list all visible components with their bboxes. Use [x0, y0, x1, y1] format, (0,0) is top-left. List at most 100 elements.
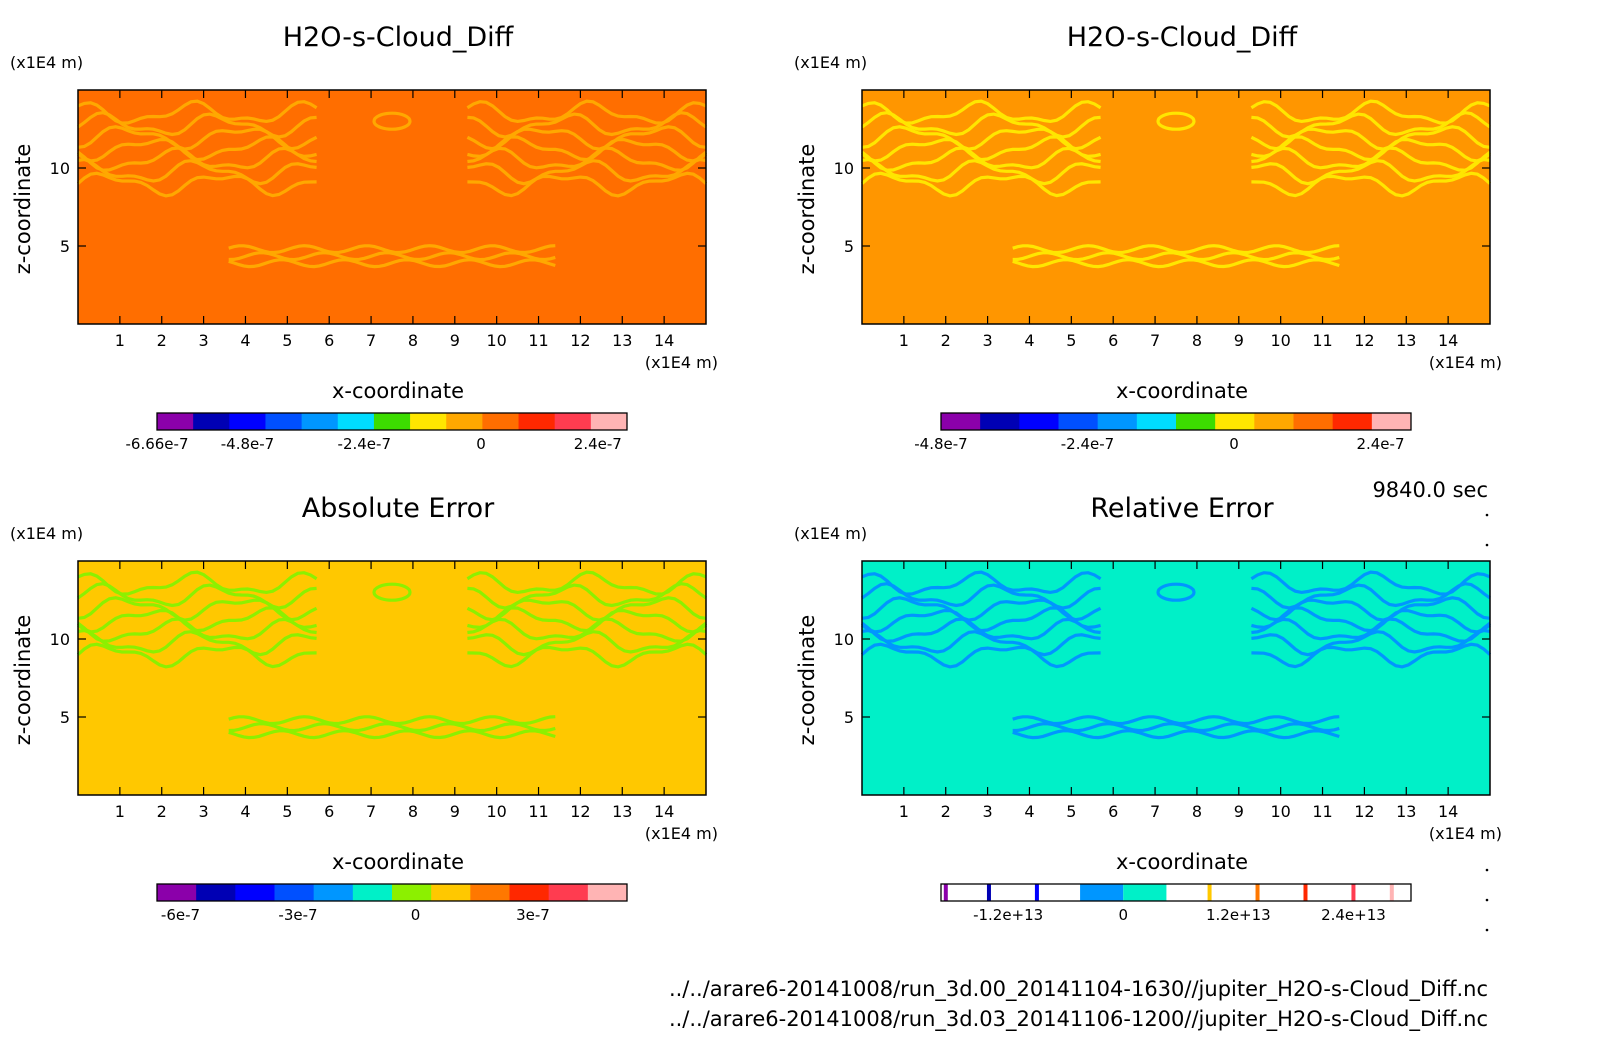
- colorbar-tick-label: -4.8e-7: [221, 435, 274, 453]
- x-tick-label: 8: [1192, 331, 1202, 350]
- x-tick-label: 12: [1354, 331, 1374, 350]
- colorbar-segment: [587, 884, 628, 901]
- colorbar-tick-label: 2.4e-7: [574, 435, 622, 453]
- colorbar-segment: [229, 413, 266, 430]
- y-axis-label: z-coordinate: [11, 615, 35, 746]
- x-unit-label: (x1E4 m): [645, 353, 718, 372]
- pattern-stroke-right: [1250, 99, 1491, 125]
- x-tick-label: 8: [408, 802, 418, 821]
- x-tick-label: 14: [654, 331, 674, 350]
- field-pattern: [76, 99, 708, 269]
- y-unit-label: (x1E4 m): [10, 524, 83, 543]
- colorbar-tick-label: 0: [476, 435, 486, 453]
- colorbar-frame: [940, 412, 1412, 431]
- pattern-blob: [372, 582, 412, 602]
- y-tick-label: 10: [50, 159, 70, 178]
- colorbar-segment: [941, 413, 981, 430]
- colorbar-segment: [265, 413, 303, 430]
- pattern-stroke-left: [860, 642, 1101, 669]
- pattern-stroke-right: [1250, 125, 1491, 151]
- x-tick-label: 7: [1150, 331, 1160, 350]
- colorbar-tick-label: 0: [1229, 435, 1239, 453]
- pattern-stroke-left: [861, 125, 1102, 151]
- colorbar-frame: [156, 883, 628, 902]
- pattern-stroke-right: [1250, 570, 1491, 596]
- colorbar-segment: [352, 884, 393, 901]
- x-axis-label: x-coordinate: [1116, 850, 1248, 874]
- y-unit-label: (x1E4 m): [794, 53, 867, 72]
- colorbar-frame: [940, 883, 1412, 902]
- x-tick-label: 1: [899, 331, 909, 350]
- x-tick-label: 12: [570, 802, 590, 821]
- y-tick-label: 5: [844, 237, 854, 256]
- colorbar-line: [1207, 884, 1212, 901]
- colorbar-segment: [1215, 413, 1255, 430]
- colorbar-tick-label: -2.4e-7: [1061, 435, 1114, 453]
- plot-frame: [77, 560, 707, 796]
- colorbar-segment: [1136, 413, 1177, 430]
- field-pattern: [76, 570, 708, 740]
- colorbar-segment: [235, 884, 275, 901]
- margin-dot: [1485, 513, 1489, 517]
- x-tick-label: 6: [1108, 331, 1118, 350]
- colorbar-segment: [196, 884, 236, 901]
- colorbar-segment: [1332, 413, 1373, 430]
- colorbar-tick-label: -4.8e-7: [914, 435, 967, 453]
- panel-title: Absolute Error: [302, 493, 495, 524]
- y-tick-label: 10: [50, 630, 70, 649]
- colorbar-segment: [1176, 413, 1216, 430]
- colorbar-line: [1303, 884, 1308, 901]
- colorbar-segment: [274, 884, 315, 901]
- pattern-stroke-left: [77, 596, 318, 622]
- colorbar-segment: [470, 884, 510, 901]
- colorbar-tick-label: -2.4e-7: [338, 435, 391, 453]
- panel-title: Relative Error: [1090, 493, 1274, 524]
- x-tick-label: 7: [366, 331, 376, 350]
- x-tick-label: 10: [486, 331, 506, 350]
- colorbar-frame: [156, 412, 628, 431]
- x-axis-label: x-coordinate: [1116, 379, 1248, 403]
- x-tick-label: 3: [983, 331, 993, 350]
- x-tick-label: 11: [528, 331, 548, 350]
- margin-dot: [1485, 868, 1489, 872]
- x-tick-label: 3: [983, 802, 993, 821]
- x-unit-label: (x1E4 m): [645, 824, 718, 843]
- y-unit-label: (x1E4 m): [794, 524, 867, 543]
- colorbar: -1.2e+13 0 1.2e+13 2.4e+13: [940, 883, 1412, 924]
- pattern-stroke-band: [228, 258, 556, 269]
- pattern-stroke-right: [466, 125, 707, 151]
- x-tick-label: 13: [612, 802, 632, 821]
- colorbar-line: [1389, 884, 1394, 901]
- colorbar-line: [1255, 884, 1260, 901]
- y-tick-label: 10: [834, 630, 854, 649]
- pattern-stroke-band: [1012, 258, 1340, 269]
- colorbar-segment: [548, 884, 589, 901]
- y-axis-label: z-coordinate: [11, 144, 35, 275]
- x-tick-label: 12: [570, 331, 590, 350]
- x-axis-label: x-coordinate: [332, 379, 464, 403]
- x-tick-label: 8: [408, 331, 418, 350]
- field-pattern: [860, 99, 1492, 269]
- x-tick-label: 2: [941, 331, 951, 350]
- x-tick-label: 9: [1234, 802, 1244, 821]
- x-tick-label: 11: [1312, 802, 1332, 821]
- pattern-stroke-right: [1251, 642, 1492, 669]
- margin-dot: [1485, 543, 1489, 547]
- colorbar-tick-label: 0: [1118, 906, 1128, 924]
- x-tick-label: 5: [1066, 331, 1076, 350]
- x-tick-label: 3: [199, 802, 209, 821]
- colorbar-segment: [410, 413, 447, 430]
- file-path-1: ../../arare6-20141008/run_3d.00_20141104…: [669, 977, 1488, 1002]
- x-tick-label: 12: [1354, 802, 1374, 821]
- x-tick-label: 14: [1438, 331, 1458, 350]
- x-tick-label: 4: [1024, 331, 1034, 350]
- time-label: 9840.0 sec: [1372, 478, 1488, 502]
- pattern-stroke-left: [861, 596, 1102, 622]
- colorbar-segment: [1254, 413, 1294, 430]
- x-tick-label: 4: [240, 802, 250, 821]
- colorbar-segment: [590, 413, 628, 430]
- file-path-2: ../../arare6-20141008/run_3d.03_20141106…: [669, 1007, 1488, 1032]
